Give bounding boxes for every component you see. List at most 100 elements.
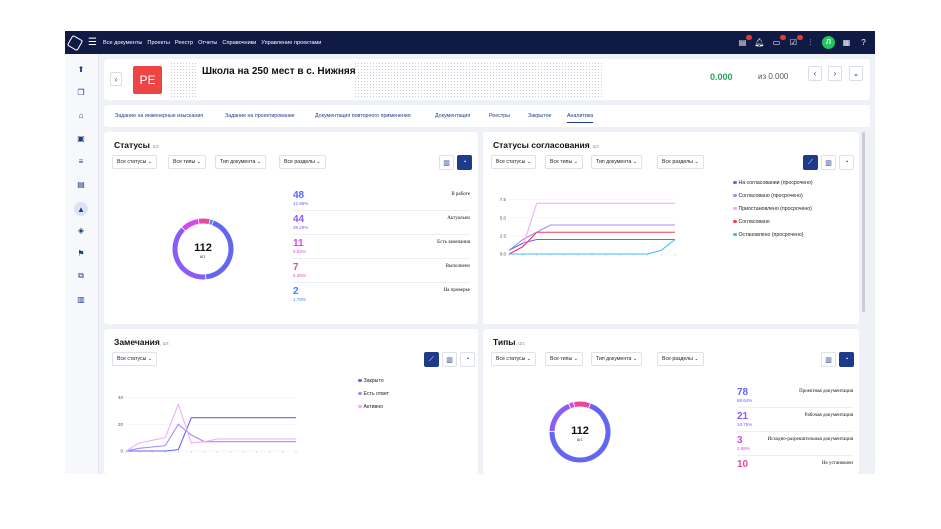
types-donut-slice[interactable] bbox=[549, 403, 611, 463]
pie-view-button[interactable]: ◔ bbox=[839, 155, 854, 170]
bar-view-button[interactable]: ▥ bbox=[821, 352, 836, 367]
legend-item[interactable]: Активно bbox=[358, 404, 383, 410]
app-logo-icon[interactable] bbox=[66, 34, 84, 51]
series-line[interactable] bbox=[509, 239, 676, 255]
approval-line-chart: 0.0 2.5 5.0 7.5 bbox=[500, 197, 676, 257]
tasks-icon[interactable]: ▤ bbox=[737, 35, 752, 48]
next-button[interactable]: › bbox=[828, 66, 842, 81]
sidebar-flag-icon[interactable]: ⚑ bbox=[77, 248, 85, 258]
menu-item-registry[interactable]: Реестр bbox=[174, 39, 194, 46]
legend-item[interactable]: Приостановлено (просрочено) bbox=[733, 206, 812, 212]
checkbox-icon[interactable]: ☑ bbox=[788, 35, 803, 48]
stat-item: 44 39.29% bbox=[293, 214, 308, 230]
stat-count: 7 bbox=[293, 262, 299, 273]
series-line[interactable] bbox=[125, 423, 296, 452]
menu-item-projects[interactable]: Проекты bbox=[147, 39, 170, 46]
line-view-button[interactable]: ⟋ bbox=[424, 352, 439, 367]
main-menu: Все документы Проекты Реестр Отчеты Спра… bbox=[103, 40, 321, 46]
filter-doc-type[interactable]: Тип документа ⌄ bbox=[591, 352, 643, 366]
legend-item[interactable]: Есть ответ bbox=[358, 391, 389, 397]
menu-item-all-docs[interactable]: Все документы bbox=[102, 39, 143, 46]
statuses-donut-slice[interactable] bbox=[172, 227, 206, 280]
stat-percent: 18.75% bbox=[737, 422, 753, 427]
series-line[interactable] bbox=[126, 417, 296, 452]
filter-sections[interactable]: Все разделы ⌄ bbox=[657, 155, 704, 169]
filter-statuses[interactable]: Все статусы ⌄ bbox=[112, 155, 158, 169]
series-line[interactable] bbox=[508, 231, 675, 255]
sidebar-chart-icon[interactable]: ▥ bbox=[77, 294, 85, 304]
sidebar-layers-icon[interactable]: ◈ bbox=[77, 225, 85, 235]
sidebar-analytics-icon[interactable]: ▲ bbox=[74, 202, 88, 216]
filter-types[interactable]: Все типы ⌄ bbox=[168, 155, 206, 169]
sidebar-stack-icon[interactable]: ❐ bbox=[77, 87, 85, 97]
approval-title: Статусы согласования, шт. bbox=[493, 140, 600, 150]
menu-item-directories[interactable]: Справочники bbox=[222, 39, 257, 46]
series-line[interactable] bbox=[508, 202, 675, 255]
filter-statuses[interactable]: Все статусы ⌄ bbox=[491, 352, 537, 366]
tab-reuse-docs[interactable]: Документация повторного применения bbox=[315, 113, 411, 119]
menu-item-project-management[interactable]: Управление проектами bbox=[261, 39, 322, 46]
statuses-donut-slice[interactable] bbox=[209, 219, 214, 225]
scrollbar[interactable] bbox=[862, 132, 865, 312]
stat-percent: 42.86% bbox=[293, 201, 309, 206]
sliders-icon[interactable]: ⫶ bbox=[809, 37, 812, 47]
chat-icon[interactable]: ▭ bbox=[771, 35, 786, 48]
filter-doc-type[interactable]: Тип документа ⌄ bbox=[591, 155, 643, 169]
expand-button[interactable]: ⌄ bbox=[849, 66, 863, 81]
sidebar-doc-icon[interactable]: ▣ bbox=[77, 133, 85, 143]
legend-item[interactable]: На согласовании (просрочено) bbox=[733, 180, 813, 186]
legend-item[interactable]: Остановлено (просрочено) bbox=[733, 232, 803, 238]
tab-registries[interactable]: Реестры bbox=[489, 113, 511, 119]
tab-design-task[interactable]: Задание на проектирование bbox=[225, 113, 295, 119]
filter-types[interactable]: Все типы ⌄ bbox=[545, 352, 583, 366]
stat-count: 48 bbox=[293, 190, 305, 201]
filter-statuses[interactable]: Все статусы ⌄ bbox=[112, 352, 158, 366]
help-icon[interactable]: ? bbox=[861, 38, 866, 47]
types-donut-slice[interactable] bbox=[549, 403, 571, 432]
sidebar-list-icon[interactable]: ≡ bbox=[78, 156, 84, 166]
back-button[interactable]: ‹ bbox=[110, 72, 122, 86]
stat-count: 21 bbox=[737, 411, 749, 422]
tab-survey-task[interactable]: Задание на инженерные изыскания bbox=[115, 113, 204, 119]
bar-view-button[interactable]: ▥ bbox=[439, 155, 454, 170]
filter-sections[interactable]: Все разделы ⌄ bbox=[657, 352, 704, 366]
series-line[interactable] bbox=[508, 238, 675, 251]
sidebar-bank-icon[interactable]: ⌂ bbox=[78, 110, 84, 120]
menu-item-reports[interactable]: Отчеты bbox=[198, 39, 218, 46]
menu-burger-icon[interactable]: ☰ bbox=[88, 36, 97, 48]
bar-view-button[interactable]: ▥ bbox=[442, 352, 457, 367]
legend-item[interactable]: Согласовано bbox=[733, 219, 770, 225]
filter-doc-type[interactable]: Тип документа ⌄ bbox=[215, 155, 267, 169]
bar-view-button[interactable]: ▥ bbox=[821, 155, 836, 170]
series-line[interactable] bbox=[508, 224, 675, 251]
bell-icon[interactable]: 🔔︎ bbox=[754, 38, 765, 47]
tab-documentation[interactable]: Документация bbox=[435, 113, 471, 119]
tab-closed[interactable]: Закрытое bbox=[528, 113, 552, 119]
sidebar-book-icon[interactable]: ▤ bbox=[77, 179, 85, 189]
legend-item[interactable]: Закрыто bbox=[358, 378, 384, 384]
prev-button[interactable]: ‹ bbox=[808, 66, 822, 81]
legend-item[interactable]: Согласовано (просрочено) bbox=[733, 193, 803, 199]
filter-types[interactable]: Все типы ⌄ bbox=[545, 155, 583, 169]
sidebar-upload-icon[interactable]: ⬆ bbox=[77, 64, 85, 74]
statuses-donut-slice[interactable] bbox=[205, 220, 234, 280]
statuses-donut-slice[interactable] bbox=[182, 218, 199, 231]
tab-analytics[interactable]: Аналитика bbox=[567, 113, 594, 123]
filter-sections[interactable]: Все разделы ⌄ bbox=[279, 155, 326, 169]
sidebar-copy-icon[interactable]: ⧉ bbox=[78, 271, 84, 280]
pie-view-button[interactable]: ◔ bbox=[457, 155, 472, 170]
types-donut: 112 шт. bbox=[549, 401, 611, 463]
filter-statuses[interactable]: Все статусы ⌄ bbox=[491, 155, 537, 169]
stat-separator bbox=[737, 407, 853, 408]
project-title: Школа на 250 мест в с. Нижняя bbox=[202, 66, 356, 77]
pie-view-button[interactable]: ◔ bbox=[839, 352, 854, 367]
legend-dot-icon bbox=[733, 193, 737, 198]
avatar[interactable]: Л bbox=[822, 36, 835, 49]
types-donut-slice[interactable] bbox=[569, 402, 575, 409]
types-donut-slice[interactable] bbox=[574, 401, 591, 408]
calendar-icon[interactable]: ▦ bbox=[842, 38, 851, 47]
pie-view-button[interactable]: ◔ bbox=[460, 352, 475, 367]
statuses-donut-slice[interactable] bbox=[198, 218, 210, 225]
line-view-button[interactable]: ⟋ bbox=[803, 155, 818, 170]
series-line[interactable] bbox=[125, 402, 296, 452]
